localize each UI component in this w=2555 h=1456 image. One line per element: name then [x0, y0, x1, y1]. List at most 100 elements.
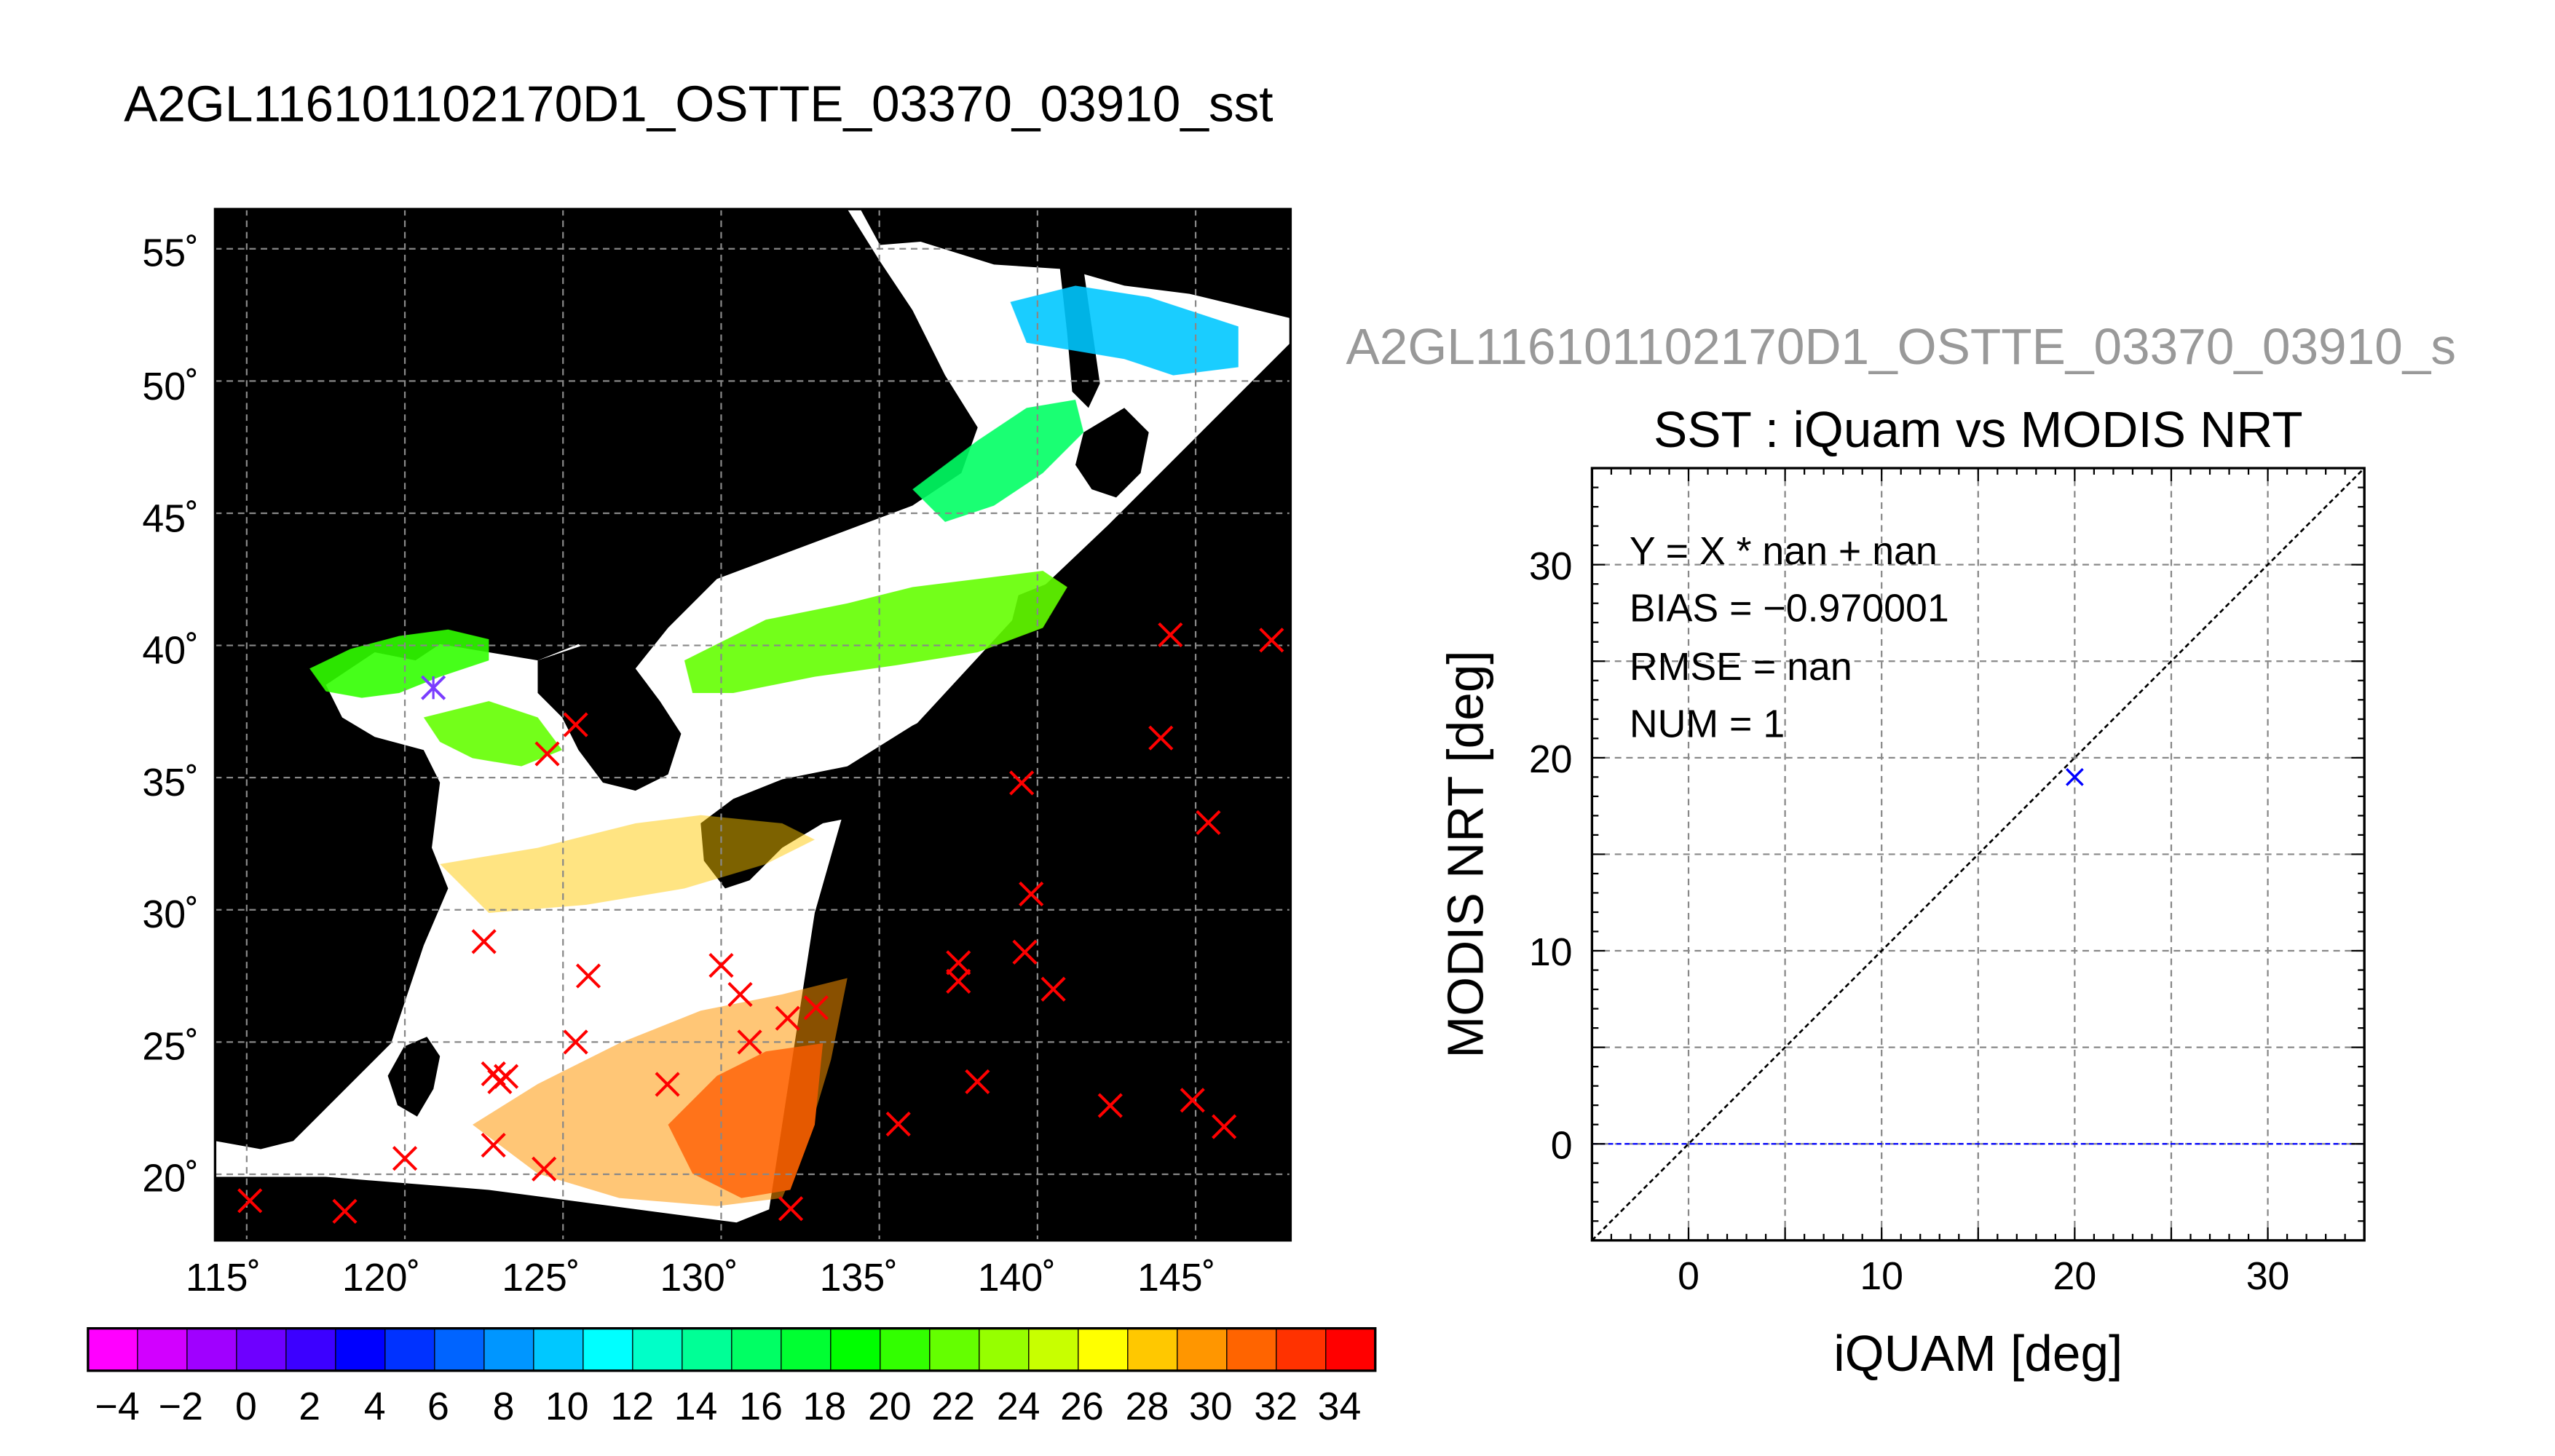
map-marker-stroke — [1040, 976, 1066, 1002]
map-marker — [737, 1029, 762, 1055]
colorbar-cell — [335, 1328, 386, 1371]
scatter-grid — [1592, 468, 2365, 1241]
colorbar-label: 2 — [299, 1385, 320, 1428]
map-marker — [1009, 770, 1035, 796]
map-marker-stroke — [1196, 810, 1221, 836]
scatter-x-tick-label: 0 — [1678, 1254, 1699, 1298]
colorbar-label: 32 — [1254, 1385, 1298, 1428]
colorbar-cell — [1177, 1328, 1228, 1371]
map-x-tick-labels: 115˚ 120˚ 125˚ 130˚ 135˚ 140˚ 145˚ — [186, 1256, 1216, 1299]
map-y-tick-label: 25˚ — [142, 1024, 199, 1068]
map-y-tick-label: 35˚ — [142, 761, 199, 804]
map-marker-stroke — [575, 963, 601, 989]
map-marker-stroke — [532, 1156, 557, 1182]
map-marker — [885, 1111, 911, 1137]
map-marker — [237, 1188, 263, 1214]
map-marker-stroke — [946, 950, 971, 976]
colorbar-cell — [1276, 1328, 1327, 1371]
page-title: A2GL116101102170D1_OSTTE_03370_03910_sst — [124, 75, 1273, 132]
map-marker — [1019, 881, 1044, 907]
map-frame — [213, 207, 1292, 1242]
scatter-title: SST : iQuam vs MODIS NRT — [1654, 401, 2303, 458]
map-marker-stroke — [803, 995, 829, 1021]
map-marker — [481, 1132, 506, 1158]
colorbar-cell — [1127, 1328, 1178, 1371]
map-marker — [778, 1196, 804, 1222]
colorbar-cell — [533, 1328, 584, 1371]
map-marker — [655, 1072, 680, 1097]
land-korea — [537, 644, 682, 791]
colorbar-cell — [880, 1328, 931, 1371]
colorbar-cell — [186, 1328, 237, 1371]
map-marker — [1012, 939, 1038, 965]
map-x-tick-label: 130˚ — [660, 1256, 738, 1299]
map-marker — [1097, 1093, 1123, 1118]
stats-fit-equation: Y = X * nan + nan — [1630, 529, 1938, 573]
sst-patch-yellowsea — [423, 701, 563, 767]
map-highlighted-marker — [421, 675, 446, 700]
scatter-x-axis-label: iQUAM [deg] — [1833, 1325, 2122, 1382]
colorbar-cell — [1078, 1328, 1129, 1371]
scatter-y-tick-label: 10 — [1529, 930, 1573, 974]
map-marker-stroke — [965, 1069, 990, 1094]
map-marker-stroke — [946, 968, 971, 994]
map-marker — [532, 1156, 557, 1182]
map-marker-stroke — [332, 1198, 358, 1224]
map-marker-stroke — [493, 1064, 519, 1089]
map-marker-stroke — [775, 1005, 800, 1031]
colorbar-label: 10 — [545, 1385, 589, 1428]
scatter-gray-title: A2GL116101102170D1_OSTTE_03370_03910_s — [1346, 318, 2456, 375]
map-marker-stroke — [1019, 881, 1044, 907]
map-marker-stroke — [1148, 725, 1174, 751]
sst-map: 115˚ 120˚ 125˚ 130˚ 135˚ 140˚ 145˚ 55˚ 5… — [142, 207, 1292, 1299]
land-continent — [215, 209, 978, 1150]
colorbar-label: 34 — [1318, 1385, 1362, 1428]
scatter-points — [2066, 767, 2084, 786]
colorbar-cell — [781, 1328, 832, 1371]
colorbar-label: −2 — [159, 1385, 203, 1428]
colorbar-cell — [929, 1328, 980, 1371]
sst-patch-philippine-warm — [668, 1043, 824, 1198]
scatter-x-tick-label: 30 — [2246, 1254, 2290, 1298]
scatter-x-tick-label: 20 — [2053, 1254, 2097, 1298]
colorbar-label: 12 — [610, 1385, 654, 1428]
map-marker — [946, 950, 971, 976]
map-y-tick-label: 45˚ — [142, 496, 199, 540]
map-marker-stroke — [727, 981, 753, 1008]
colorbar-cell — [830, 1328, 881, 1371]
sst-patch-japansea-south — [684, 571, 1067, 693]
map-marker-stroke — [885, 1111, 911, 1137]
colorbar-label: 26 — [1060, 1385, 1104, 1428]
colorbar-label: 28 — [1126, 1385, 1169, 1428]
stats-rmse: RMSE = nan — [1630, 645, 1852, 689]
colorbar-cell — [583, 1328, 633, 1371]
map-x-tick-label: 145˚ — [1137, 1256, 1215, 1299]
map-marker-stroke — [708, 952, 734, 978]
map-marker — [392, 1146, 418, 1171]
map-marker-stroke — [563, 712, 588, 737]
colorbar-frame — [87, 1326, 1377, 1372]
colorbar-label: 24 — [997, 1385, 1040, 1428]
colorbar-cell — [236, 1328, 287, 1371]
colorbar-cell — [979, 1328, 1030, 1371]
map-marker-stroke — [737, 1029, 762, 1055]
land-hokkaido — [1075, 408, 1149, 498]
colorbar-label: 16 — [739, 1385, 783, 1428]
map-markers — [237, 622, 1284, 1224]
map-marker-stroke — [778, 1196, 804, 1222]
colorbar-cell — [731, 1328, 782, 1371]
scatter-point — [2066, 767, 2084, 786]
map-marker — [946, 968, 971, 994]
map-marker-stroke — [1012, 939, 1038, 965]
map-marker-stroke — [1212, 1114, 1237, 1139]
colorbar-label: 22 — [931, 1385, 975, 1428]
colorbar-labels: −4 −2 0 2 4 6 8 10 12 14 16 18 20 22 24 … — [95, 1385, 1362, 1428]
map-marker — [1259, 628, 1284, 653]
map-marker-stroke — [655, 1072, 680, 1097]
map-marker-stroke — [534, 741, 560, 767]
map-y-tick-label: 55˚ — [142, 232, 199, 275]
map-marker — [493, 1064, 519, 1089]
colorbar-label: −4 — [95, 1385, 140, 1428]
map-y-tick-label: 30˚ — [142, 893, 199, 936]
map-marker — [1180, 1088, 1205, 1113]
